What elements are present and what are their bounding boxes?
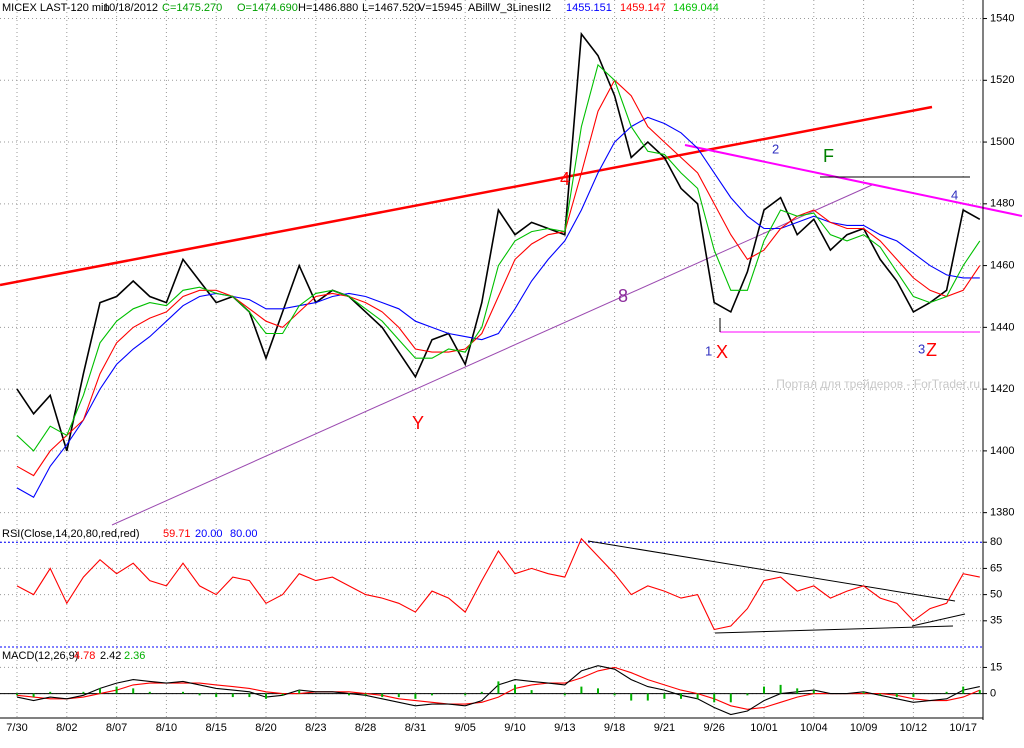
series-line <box>16 666 981 710</box>
series-line <box>16 537 980 631</box>
legend-value: 1455.151 <box>566 2 612 14</box>
title: MICEX LAST-120 min <box>2 2 110 14</box>
x-tick-label: 9/21 <box>654 722 675 734</box>
price-header: MICEX LAST-120 min10/18/2012 C=1475.270 O=… <box>2 2 719 14</box>
rsi-trend-line <box>911 613 966 627</box>
x-tick-label: 9/13 <box>554 722 575 734</box>
y-tick-label: 50 <box>990 589 1002 601</box>
x-tick-label: 8/28 <box>355 722 376 734</box>
annotation: F <box>823 146 834 166</box>
x-tick-label: 8/23 <box>305 722 326 734</box>
stat: V=15945 <box>418 2 462 14</box>
annotation: Z <box>926 340 937 360</box>
annotation: 4 <box>951 187 958 202</box>
annotation: 1 <box>705 343 712 358</box>
title: MACD(12,26,9) <box>2 650 78 662</box>
x-tick-label: 9/26 <box>703 722 724 734</box>
x-tick-label: 10/12 <box>900 722 928 734</box>
level-label: 20.00 <box>195 528 223 540</box>
x-tick-label: 10/01 <box>750 722 778 734</box>
x-tick-label: 10/04 <box>800 722 828 734</box>
stat: C=1475.270 <box>162 2 222 14</box>
annotation: 8 <box>618 286 628 306</box>
annotation: 2 <box>772 141 779 156</box>
legend-value: 2.36 <box>124 650 145 662</box>
y-tick-label: 1460 <box>990 259 1014 271</box>
x-tick-label: 10/09 <box>850 722 878 734</box>
stat: O=1474.690 <box>237 2 298 14</box>
legend-value: 2.42 <box>100 650 121 662</box>
legend-value: 1459.147 <box>620 2 666 14</box>
x-tick-label: 8/02 <box>56 722 77 734</box>
y-tick-label: 80 <box>990 536 1002 548</box>
annotation: Y <box>412 413 424 433</box>
y-tick-label: 1480 <box>990 198 1014 210</box>
stat: L=1467.520 <box>362 2 420 14</box>
x-tick-label: 9/10 <box>504 722 525 734</box>
y-tick-label: 65 <box>990 562 1002 574</box>
trend-line <box>684 144 1023 217</box>
rsi-trend-line <box>714 625 954 634</box>
series-line <box>16 116 980 498</box>
annotation: 3 <box>918 341 925 356</box>
indicator: ABillW_3LinesII2 <box>468 2 551 14</box>
series-line <box>16 79 981 477</box>
title: RSI(Close,14,20,80,red,red) <box>2 528 140 540</box>
level-label: 80.00 <box>230 528 258 540</box>
y-tick-label: 1380 <box>990 507 1014 519</box>
rsi-header: RSI(Close,14,20,80,red,red) 59.71 20.00 80.… <box>2 528 258 540</box>
annotation: 4 <box>560 169 570 189</box>
rsi-trend-line <box>587 540 956 602</box>
stat: H=1486.880 <box>298 2 358 14</box>
y-tick-label: 35 <box>990 615 1002 627</box>
y-tick-label: 1500 <box>990 136 1014 148</box>
y-tick-label: 15 <box>990 661 1002 673</box>
series-line <box>16 63 981 452</box>
y-tick-label: 1420 <box>990 383 1014 395</box>
x-tick-label: 7/30 <box>6 722 27 734</box>
marks <box>16 31 981 716</box>
x-tick-label: 8/15 <box>205 722 226 734</box>
y-tick-label: 1440 <box>990 321 1014 333</box>
legend-value: 1469.044 <box>673 2 719 14</box>
trend-line <box>111 184 873 526</box>
legend-value: 59.71 <box>163 528 191 540</box>
x-tick-label: 9/05 <box>454 722 475 734</box>
y-tick-label: 1540 <box>990 12 1014 24</box>
legend-value: 4.78 <box>74 650 95 662</box>
x-tick-label: 8/20 <box>255 722 276 734</box>
x-tick-label: 8/07 <box>106 722 127 734</box>
series-line <box>16 31 981 452</box>
date: 10/18/2012 <box>103 2 158 14</box>
watermark: Портал для трейдеров - ForTrader.ru <box>776 377 980 391</box>
y-tick-label: 1520 <box>990 74 1014 86</box>
trend-line <box>0 105 933 287</box>
y-tick-label: 1400 <box>990 445 1014 457</box>
x-tick-label: 8/10 <box>156 722 177 734</box>
y-tick-label: 0 <box>990 687 996 699</box>
x-tick-label: 8/31 <box>405 722 426 734</box>
macd-header: MACD(12,26,9)4.78 2.42 2.36 <box>2 650 145 662</box>
x-tick-label: 10/17 <box>949 722 977 734</box>
x-tick-label: 9/18 <box>604 722 625 734</box>
annotation: X <box>716 342 728 362</box>
